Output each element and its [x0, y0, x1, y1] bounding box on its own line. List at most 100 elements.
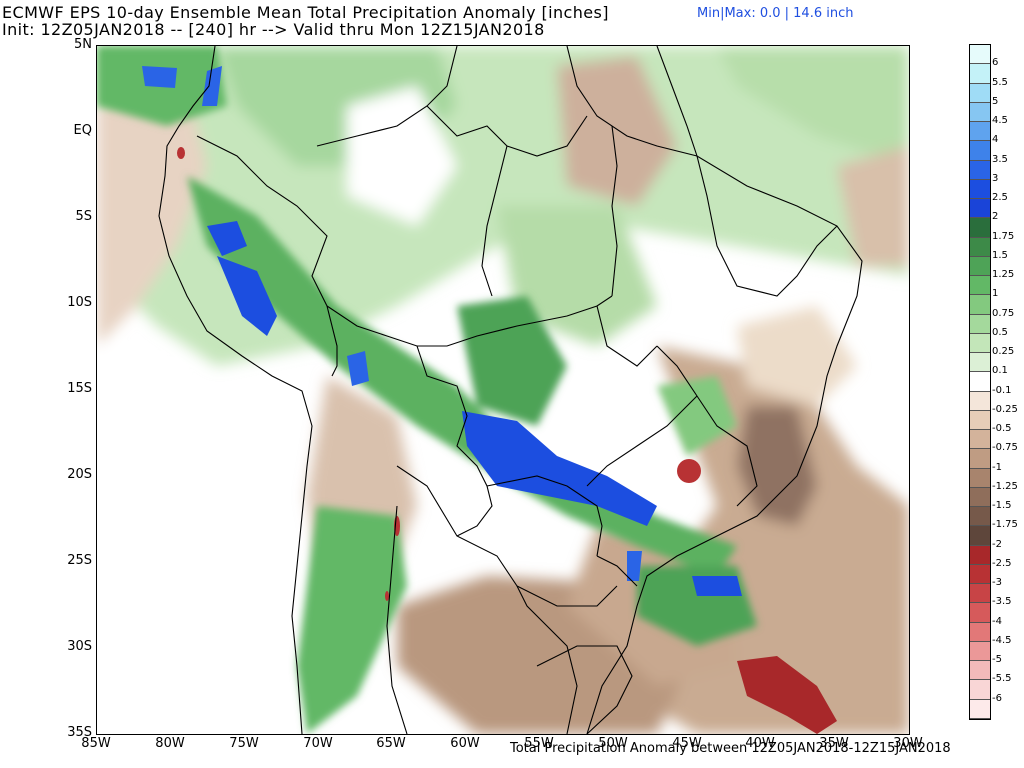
colorbar-segment — [970, 391, 990, 411]
colorbar-segment — [970, 468, 990, 488]
min-max-readout: Min|Max: 0.0 | 14.6 inch — [697, 6, 854, 21]
lat-label: 15S — [67, 381, 92, 396]
colorbar-segment — [970, 410, 990, 430]
colorbar-segment — [970, 237, 990, 257]
colorbar-label: 5.5 — [992, 76, 1008, 88]
colorbar-label: 4.5 — [992, 115, 1008, 127]
colorbar-label: 3.5 — [992, 153, 1008, 165]
colorbar-segment — [970, 160, 990, 180]
lon-label: 80W — [155, 736, 185, 751]
chart-title: ECMWF EPS 10-day Ensemble Mean Total Pre… — [2, 3, 609, 22]
colorbar-label: -1.5 — [992, 500, 1012, 512]
colorbar-label: -0.25 — [992, 403, 1018, 415]
lat-label: 10S — [67, 295, 92, 310]
colorbar-segment — [970, 45, 990, 65]
lat-label: 25S — [67, 553, 92, 568]
colorbar-segment — [970, 218, 990, 238]
colorbar-label: -4 — [992, 615, 1002, 627]
wet-bands — [97, 46, 757, 734]
colorbar-label: -0.75 — [992, 442, 1018, 454]
lat-label: 30S — [67, 639, 92, 654]
colorbar-segment — [970, 102, 990, 122]
colorbar-label: 2.5 — [992, 192, 1008, 204]
lon-label: 55W — [524, 736, 554, 751]
colorbar-segment — [970, 680, 990, 700]
colorbar-segment — [970, 507, 990, 527]
colorbar-label: -2.5 — [992, 557, 1012, 569]
dry-cores — [177, 147, 837, 734]
colorbar-label: -1.75 — [992, 519, 1018, 531]
colorbar-segment — [970, 276, 990, 296]
colorbar-segment — [970, 179, 990, 199]
colorbar-label: -3.5 — [992, 596, 1012, 608]
colorbar-segment — [970, 564, 990, 584]
colorbar-segment — [970, 353, 990, 373]
colorbar-segment — [970, 545, 990, 565]
colorbar-label: -4.5 — [992, 634, 1012, 646]
colorbar-label: 0.1 — [992, 365, 1008, 377]
colorbar-segment — [970, 487, 990, 507]
colorbar-label: 6 — [992, 57, 999, 69]
colorbar-label: 0.25 — [992, 346, 1015, 358]
colorbar-segment — [970, 526, 990, 546]
colorbar-label: 1.5 — [992, 249, 1008, 261]
colorbar-segment — [970, 256, 990, 276]
colorbar-label: -5.5 — [992, 673, 1012, 685]
colorbar-label: 5 — [992, 95, 999, 107]
colorbar — [969, 44, 991, 720]
colorbar-segment — [970, 372, 990, 392]
colorbar-label: -5 — [992, 654, 1002, 666]
colorbar-segment — [970, 122, 990, 142]
colorbar-segment — [970, 199, 990, 219]
colorbar-label: -6 — [992, 692, 1002, 704]
colorbar-segment — [970, 699, 990, 719]
lon-label: 50W — [598, 736, 628, 751]
init-valid-line: Init: 12Z05JAN2018 -- [240] hr --> Valid… — [2, 20, 545, 39]
colorbar-label: -0.1 — [992, 384, 1012, 396]
lat-label: 20S — [67, 467, 92, 482]
colorbar-segment — [970, 64, 990, 84]
colorbar-label: 0.75 — [992, 307, 1015, 319]
lon-label: 35W — [819, 736, 849, 751]
colorbar-label: -1.25 — [992, 480, 1018, 492]
colorbar-label: 1.25 — [992, 269, 1015, 281]
lon-label: 45W — [672, 736, 702, 751]
colorbar-segment — [970, 641, 990, 661]
lon-label: 85W — [81, 736, 111, 751]
coastlines-borders — [158, 46, 863, 734]
colorbar-segment — [970, 83, 990, 103]
colorbar-segment — [970, 661, 990, 681]
map-svg — [97, 46, 909, 734]
colorbar-segment — [970, 314, 990, 334]
colorbar-segment — [970, 295, 990, 315]
colorbar-segment — [970, 603, 990, 623]
colorbar-label: 4 — [992, 134, 999, 146]
colorbar-label: -0.5 — [992, 423, 1012, 435]
colorbar-label: 2 — [992, 211, 999, 223]
colorbar-label: 1 — [992, 288, 999, 300]
lat-label: 35S — [67, 725, 92, 740]
lon-label: 75W — [229, 736, 259, 751]
heavy-rain-cores — [142, 66, 742, 596]
colorbar-segment — [970, 584, 990, 604]
lon-label: 65W — [376, 736, 406, 751]
colorbar-label: -2 — [992, 538, 1002, 550]
colorbar-label: -3 — [992, 577, 1002, 589]
bottom-caption: Total Precipitation Anomaly between 12Z0… — [510, 741, 951, 756]
colorbar-segment — [970, 430, 990, 450]
colorbar-label: 1.75 — [992, 230, 1015, 242]
colorbar-segment — [970, 141, 990, 161]
colorbar-segment — [970, 622, 990, 642]
lon-label: 70W — [303, 736, 333, 751]
colorbar-label: -1 — [992, 461, 1002, 473]
lat-label: EQ — [73, 123, 92, 138]
lat-label: 5S — [75, 209, 92, 224]
colorbar-segment — [970, 449, 990, 469]
lon-label: 60W — [450, 736, 480, 751]
colorbar-segment — [970, 333, 990, 353]
colorbar-label: 3 — [992, 172, 999, 184]
lon-label: 40W — [745, 736, 775, 751]
lon-label: 30W — [893, 736, 923, 751]
precipitation-map — [96, 45, 910, 735]
lat-label: 5N — [74, 37, 92, 52]
